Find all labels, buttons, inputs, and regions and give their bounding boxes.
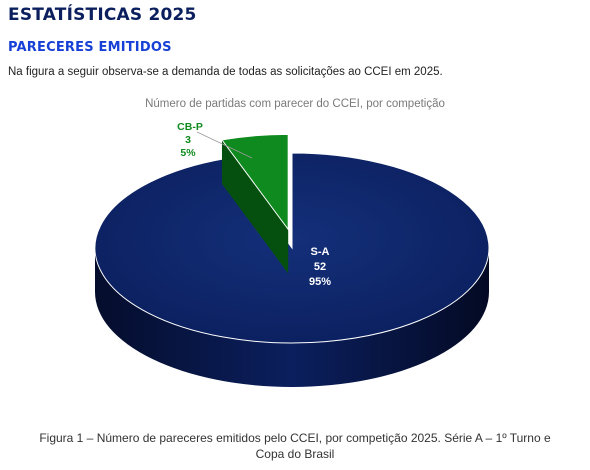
slice-percent-cbp: 5% <box>180 147 196 159</box>
caption-line-1: Figura 1 – Número de pareceres emitidos … <box>39 431 551 445</box>
caption-line-2: Copa do Brasil <box>255 447 335 461</box>
slice-label-sa: S-A <box>311 246 330 258</box>
slice-value-cbp: 3 <box>185 134 191 146</box>
slice-s-a-top <box>94 152 490 344</box>
pie-layer <box>94 133 490 387</box>
intro-text: Na figura a seguir observa-se a demanda … <box>8 66 443 78</box>
figure-caption: Figura 1 – Número de pareceres emitidos … <box>20 430 570 462</box>
slice-cb-p-cut-face <box>221 139 289 274</box>
section-title: PARECERES EMITIDOS <box>8 40 172 55</box>
slice-percent-sa: 95% <box>309 276 331 288</box>
pie-chart: CB-P 3 5% S-A 52 95% <box>94 121 490 387</box>
chart-title: Número de partidas com parecer do CCEI, … <box>145 98 445 110</box>
slice-s-a-side <box>95 248 489 387</box>
slice-cb-p-top <box>221 133 289 231</box>
cbp-leader-line <box>196 131 253 159</box>
page-title: ESTATÍSTICAS 2025 <box>8 5 197 25</box>
slice-value-sa: 52 <box>314 261 326 273</box>
slice-label-cbp: CB-P <box>177 121 203 133</box>
